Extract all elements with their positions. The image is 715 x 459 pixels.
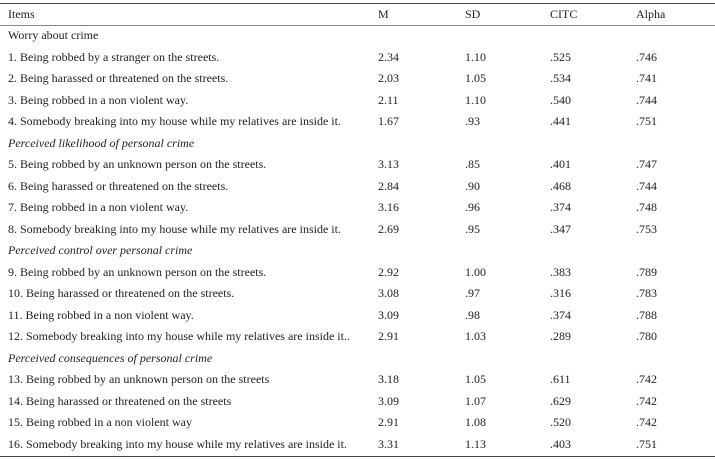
stat-cell: 1.67	[378, 114, 399, 128]
stat-cell: .441	[550, 114, 571, 128]
stat-cell: .85	[465, 157, 480, 171]
section-title: Perceived consequences of personal crime	[8, 350, 213, 365]
stat-cell: .742	[636, 393, 657, 408]
stat-cell: 1.03	[465, 329, 486, 343]
stat-cell: .746	[636, 49, 657, 64]
item-text: 8. Somebody breaking into my house while…	[8, 221, 341, 236]
stat-cell: 2.34	[378, 49, 399, 64]
item-text: 7. Being robbed in a non violent way.	[8, 200, 189, 214]
stat-cell: .374	[550, 200, 571, 214]
stat-cell: .468	[550, 178, 571, 193]
stat-cell: .744	[636, 92, 657, 107]
item-text: 1. Being robbed by a stranger on the str…	[8, 49, 220, 64]
column-header: M	[378, 7, 389, 21]
stat-cell: .741	[636, 71, 657, 85]
column-header: CITC	[550, 7, 578, 21]
stat-cell: 3.09	[378, 393, 399, 408]
section-title: Worry about crime	[8, 28, 99, 42]
stat-cell: 1.08	[465, 415, 486, 429]
item-text: 9. Being robbed by an unknown person on …	[8, 264, 267, 279]
stat-cell: 1.10	[465, 92, 486, 107]
top-rule	[0, 3, 715, 4]
section-title: Perceived control over personal crime	[8, 243, 193, 257]
stat-cell: .534	[550, 71, 571, 85]
stat-cell: .751	[636, 436, 657, 451]
stat-cell: .520	[550, 415, 571, 429]
stat-cell: .95	[465, 221, 480, 236]
column-header: Alpha	[636, 7, 666, 21]
stat-cell: .783	[636, 286, 657, 300]
stat-cell: .629	[550, 393, 571, 408]
stat-cell: .789	[636, 264, 657, 279]
stat-cell: .96	[465, 200, 480, 214]
item-text: 6. Being harassed or threatened on the s…	[8, 178, 229, 193]
bottom-rule	[0, 456, 715, 457]
stat-cell: .90	[465, 178, 480, 193]
stat-cell: .403	[550, 436, 571, 451]
stat-cell: 2.03	[378, 71, 399, 85]
stat-cell: .316	[550, 286, 571, 300]
stat-cell: .401	[550, 157, 571, 171]
item-text: 13. Being robbed by an unknown person on…	[8, 372, 270, 386]
stat-cell: 2.11	[378, 92, 399, 107]
stat-cell: .289	[550, 329, 571, 343]
stat-cell: 2.84	[378, 178, 399, 193]
stat-cell: 3.09	[378, 307, 399, 322]
stat-cell: .744	[636, 178, 657, 193]
stat-cell: 3.18	[378, 372, 399, 386]
stat-cell: .525	[550, 49, 571, 64]
stat-cell: .97	[465, 286, 480, 300]
stat-cell: .780	[636, 329, 657, 343]
item-text: 10. Being harassed or threatened on the …	[8, 286, 235, 300]
stat-cell: .98	[465, 307, 480, 322]
stat-cell: 2.91	[378, 415, 399, 429]
stat-cell: .788	[636, 307, 657, 322]
stat-cell: 3.16	[378, 200, 399, 214]
stat-cell: 3.31	[378, 436, 399, 451]
stat-cell: 1.13	[465, 436, 486, 451]
stat-cell: .753	[636, 221, 657, 236]
stat-cell: .751	[636, 114, 657, 128]
stat-cell: .93	[465, 114, 480, 128]
item-text: 11. Being robbed in a non violent way.	[8, 307, 194, 322]
stat-cell: 3.13	[378, 157, 399, 171]
item-text: 12. Somebody breaking into my house whil…	[8, 329, 350, 343]
item-text: 3. Being robbed in a non violent way.	[8, 92, 189, 107]
column-header: Items	[8, 7, 35, 21]
stat-cell: 3.08	[378, 286, 399, 300]
stat-cell: .540	[550, 92, 571, 107]
stat-cell: .611	[550, 372, 571, 386]
item-text: 15. Being robbed in a non violent way	[8, 415, 192, 429]
stat-cell: 1.05	[465, 372, 486, 386]
stat-cell: .374	[550, 307, 571, 322]
item-text: 16. Somebody breaking into my house whil…	[8, 436, 347, 451]
stat-cell: 2.69	[378, 221, 399, 236]
header-rule	[0, 25, 715, 26]
stat-cell: 2.91	[378, 329, 399, 343]
stat-cell: 1.07	[465, 393, 486, 408]
section-title: Perceived likelihood of personal crime	[8, 135, 195, 150]
stat-cell: .347	[550, 221, 571, 236]
stat-cell: .383	[550, 264, 571, 279]
stat-cell: .747	[636, 157, 657, 171]
stat-cell: 2.92	[378, 264, 399, 279]
stat-cell: 1.05	[465, 71, 486, 85]
item-text: 14. Being harassed or threatened on the …	[8, 393, 232, 408]
column-header: SD	[465, 7, 481, 21]
item-text: 2. Being harassed or threatened on the s…	[8, 71, 229, 85]
stat-cell: .748	[636, 200, 657, 214]
stat-cell: 1.00	[465, 264, 486, 279]
stat-cell: .742	[636, 372, 657, 386]
item-text: 5. Being robbed by an unknown person on …	[8, 157, 267, 171]
stat-cell: .742	[636, 415, 657, 429]
stat-cell: 1.10	[465, 49, 486, 64]
item-text: 4. Somebody breaking into my house while…	[8, 114, 341, 128]
